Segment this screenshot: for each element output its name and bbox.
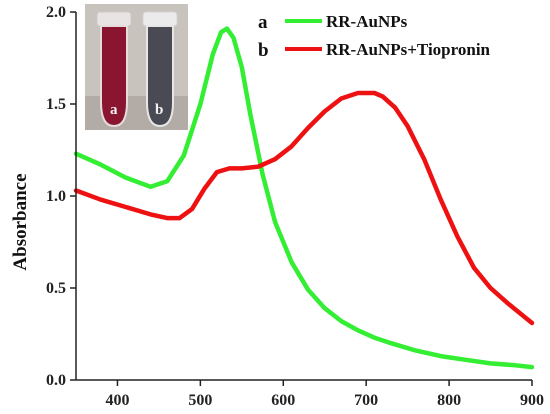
x-tick-label-3: 700 <box>354 392 378 409</box>
series-line-b <box>73 90 535 326</box>
x-tick-label-5: 900 <box>520 392 544 409</box>
vial-b-body <box>146 25 174 128</box>
y-tick-label-1: 0.5 <box>46 280 66 297</box>
vial-a-body <box>100 25 128 128</box>
legend-item-b: b RR-AuNPs+Tiopronin <box>258 40 491 61</box>
legend-item-a: a RR-AuNPs <box>258 12 408 33</box>
x-tick-label-2: 600 <box>271 392 295 409</box>
vial-b: b <box>142 11 178 128</box>
vial-b-label: b <box>155 102 163 118</box>
x-tick-label-0: 400 <box>105 392 129 409</box>
y-tick-label-4: 2.0 <box>46 4 66 21</box>
vial-a-label: a <box>110 102 118 118</box>
legend-label-a: RR-AuNPs <box>326 12 408 31</box>
series-line-a <box>73 26 535 370</box>
legend-label-b: RR-AuNPs+Tiopronin <box>326 40 491 59</box>
x-tick-label-4: 800 <box>437 392 461 409</box>
legend: a RR-AuNPs b RR-AuNPs+Tiopronin <box>258 12 491 61</box>
vial-a: a <box>96 11 132 128</box>
y-tick-label-0: 0.0 <box>46 372 66 389</box>
y-tick-label-2: 1.0 <box>46 188 66 205</box>
vial-b-cap <box>142 11 178 27</box>
x-tick-label-1: 500 <box>188 392 212 409</box>
y-tick-label-3: 1.5 <box>46 96 66 113</box>
legend-key-b: b <box>258 40 269 61</box>
vial-a-cap <box>96 11 132 27</box>
y-axis-title: Absorbance <box>10 173 31 270</box>
inset-photo: a b <box>85 4 188 130</box>
legend-key-a: a <box>258 12 268 33</box>
plot-area: 0.0 0.5 1.0 1.5 2.0 400 500 600 700 800 900 <box>46 4 544 409</box>
